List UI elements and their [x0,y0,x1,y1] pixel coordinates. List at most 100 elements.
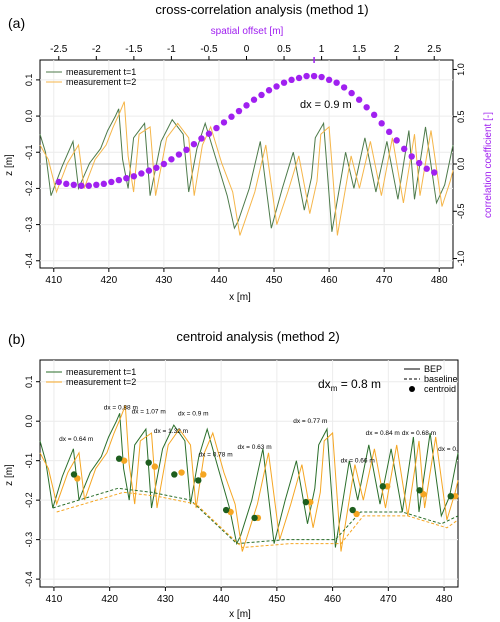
correlation-point [220,119,228,126]
centroid-point-t1 [115,455,123,462]
x-tick-label: 480 [436,594,453,605]
top-tick-label: -1.5 [125,44,143,55]
correlation-point [63,180,70,188]
x-tick-label: 420 [101,594,118,605]
dxm-annotation: dxm = 0.8 m [318,377,381,393]
displacement-label: dx = 0.66 m [341,458,375,465]
bep-line-t1 [39,413,459,548]
legend-b-label-t2: measurement t=2 [66,377,136,387]
right-tick-label: 0.5 [456,110,466,123]
panel-a-title: cross-correlation analysis (method 1) [155,2,368,17]
centroid-point-t2 [353,510,360,518]
panel-a-xlabel: x [m] [229,292,251,303]
y-tick-label: -0.3 [24,532,34,548]
panel-b-legend-right: BEP baseline centroid [404,364,458,394]
panel-a-series [39,101,454,236]
dxm-symbol: dxm = 0.8 m [318,377,381,393]
correlation-point [205,130,213,137]
legend-b-label-t1: measurement t=1 [66,367,136,377]
displacement-labels: dx = 0.64 m dx = 0.88 mdx = 1.07 m dx = 1.… [59,404,458,464]
correlation-point [123,174,130,182]
displacement-label: dx = 0.9 m [178,410,209,417]
top-tick-label: 2.5 [427,44,441,55]
correlation-point [303,72,310,80]
correlation-point [130,173,138,180]
panel-a-label: (a) [8,15,25,31]
correlation-point [325,76,333,84]
centroid-point-t2 [452,493,459,500]
bep-line-t2 [39,405,459,552]
correlation-points [55,72,438,189]
top-tick-label: -2.5 [50,44,68,55]
top-tick-label: 0 [244,44,250,55]
centroid-point-t1 [416,487,423,494]
top-tick-label: -2 [92,44,101,55]
correlation-point [318,73,325,81]
correlation-point [385,128,393,136]
top-tick-label: 2 [394,44,400,55]
y-tick-label: -0.1 [24,453,34,469]
panel-b-xlabel: x [m] [229,609,251,620]
correlation-point [250,96,258,103]
displacement-label: dx = 0.68 m [402,430,436,437]
x-tick-label: 460 [321,275,338,286]
displacement-label: dx = 0.78 m [198,452,232,459]
displacement-label: dx = 0.63 m [237,444,271,451]
correlation-point [408,153,415,160]
dx-annotation: dx = 0.9 m [300,99,352,111]
right-tick-label: 1.0 [456,63,466,76]
correlation-point [243,102,250,109]
panel-a-legend: measurement t=1 measurement t=2 [46,67,136,87]
right-tick-label: -0.5 [456,204,466,220]
x-tick-label: 450 [269,594,286,605]
centroid-point-t1 [222,506,230,514]
centroid-point-t2 [151,463,159,470]
x-tick-label: 470 [376,275,393,286]
y-tick-label: -0.4 [24,571,34,587]
y-tick-label: 0.0 [24,415,34,428]
legend-label-t1: measurement t=1 [66,67,136,77]
correlation-point [213,124,220,132]
correlation-point [175,151,183,158]
centroid-point-t2 [384,483,391,490]
dxm-main: dx [318,377,331,391]
legend-centroid-swatch [409,386,415,392]
correlation-point [280,79,288,86]
profile-line-t1 [39,108,454,232]
panel-b-label: (b) [8,331,25,347]
centroid-points [70,455,459,522]
legend-label-t2: measurement t=2 [66,77,136,87]
panel-b-ylabel: z [m] [4,464,15,486]
correlation-point [168,156,175,163]
top-axis-label: spatial offset [m] [211,26,284,37]
x-tick-label: 410 [46,594,63,605]
correlation-point [348,89,355,97]
baseline-t2 [56,491,459,549]
correlation-point [333,79,340,86]
panel-b: centroid analysis (method 2) (b) 410 420 4… [4,329,459,620]
correlation-point [153,164,160,171]
correlation-point [273,83,280,90]
displacement-label: dx = 0.64 m [59,436,93,443]
x-tick-label: 430 [157,594,174,605]
x-tick-label: 470 [380,594,397,605]
y-tick-label: -0.1 [24,144,34,160]
panel-b-frame [39,359,459,588]
correlation-point [190,140,198,148]
correlation-point [310,72,318,80]
centroid-point-t2 [178,469,185,476]
legend-bep-label: BEP [424,364,442,374]
x-tick-label: 450 [266,275,283,286]
displacement-label: dx = 1.32 m [154,428,188,435]
y-tick-label: -0.4 [24,253,34,269]
panel-b-legend-left: measurement t=1 measurement t=2 [46,367,136,387]
displacement-label: dx = 1.07 m [132,408,166,415]
panel-b-axes: 410 420 430 440 450 460 470 480 -0.4 -0.3 -0.2 -0.1… [24,375,453,605]
y-tick-label: -0.2 [24,492,34,508]
top-tick-label: -1 [167,44,176,55]
legend-centroid-label: centroid [424,384,456,394]
y-tick-label: 0.1 [24,74,34,87]
panel-b-grid [40,360,458,587]
correlation-point [431,169,438,176]
